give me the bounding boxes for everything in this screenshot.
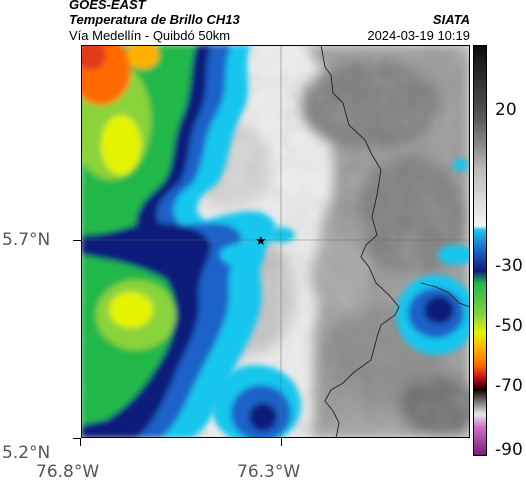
- y-tick-1: [73, 240, 81, 241]
- timestamp-label: 2024-03-19 10:19: [367, 28, 470, 43]
- satellite-title: GOES-EAST: [69, 0, 146, 12]
- x-tick-label: 76.8°W: [36, 462, 100, 482]
- x-tick-label: 76.3°W: [237, 462, 301, 482]
- west-cold-cloud-region: [81, 45, 276, 438]
- location-marker: ★: [255, 234, 267, 249]
- y-tick-label: 5.2°N: [2, 443, 51, 463]
- location-subtitle: Vía Medellín - Quibdó 50km: [69, 28, 231, 43]
- colorbar-tick-label: -90: [495, 440, 523, 460]
- x-tick-1: [80, 438, 81, 446]
- product-title: Temperatura de Brillo CH13: [69, 12, 240, 27]
- satellite-image: ★: [81, 45, 470, 438]
- colorbar-tick-label: -30: [495, 256, 523, 276]
- boundary-line: [320, 45, 400, 438]
- colorbar: [473, 45, 487, 456]
- south-cold-cloud-patch: [211, 227, 301, 438]
- y-tick-2: [73, 438, 81, 439]
- y-tick-label: 5.7°N: [2, 230, 51, 250]
- colorbar-tick-label: 20: [495, 100, 517, 120]
- colorbar-tick-label: -70: [495, 376, 523, 396]
- boundary-line-east: [420, 282, 470, 308]
- source-label: SIATA: [432, 12, 470, 27]
- x-tick-2: [281, 438, 282, 446]
- colorbar-tick-label: -50: [495, 316, 523, 336]
